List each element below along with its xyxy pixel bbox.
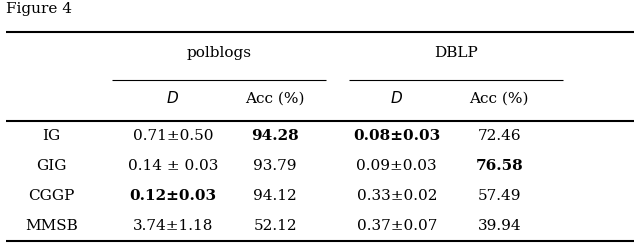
Text: 0.33±0.02: 0.33±0.02: [356, 189, 437, 203]
Text: GIG: GIG: [36, 159, 67, 173]
Text: 39.94: 39.94: [477, 219, 521, 233]
Text: Figure 4: Figure 4: [6, 2, 72, 17]
Text: 52.12: 52.12: [253, 219, 297, 233]
Text: DBLP: DBLP: [434, 46, 478, 61]
Text: 0.14 ± 0.03: 0.14 ± 0.03: [127, 159, 218, 173]
Text: 94.12: 94.12: [253, 189, 297, 203]
Text: Acc (%): Acc (%): [246, 91, 305, 105]
Text: CGGP: CGGP: [28, 189, 74, 203]
Text: MMSB: MMSB: [25, 219, 77, 233]
Text: 0.08±0.03: 0.08±0.03: [353, 129, 440, 143]
Text: 0.71±0.50: 0.71±0.50: [132, 129, 213, 143]
Text: 72.46: 72.46: [477, 129, 521, 143]
Text: 3.74±1.18: 3.74±1.18: [132, 219, 213, 233]
Text: $D$: $D$: [390, 90, 403, 106]
Text: 0.09±0.03: 0.09±0.03: [356, 159, 437, 173]
Text: 93.79: 93.79: [253, 159, 297, 173]
Text: 76.58: 76.58: [476, 159, 523, 173]
Text: $D$: $D$: [166, 90, 179, 106]
Text: 0.37±0.07: 0.37±0.07: [356, 219, 437, 233]
Text: IG: IG: [42, 129, 60, 143]
Text: 94.28: 94.28: [252, 129, 299, 143]
Text: polblogs: polblogs: [187, 46, 252, 61]
Text: Acc (%): Acc (%): [470, 91, 529, 105]
Text: 57.49: 57.49: [477, 189, 521, 203]
Text: 0.12±0.03: 0.12±0.03: [129, 189, 216, 203]
